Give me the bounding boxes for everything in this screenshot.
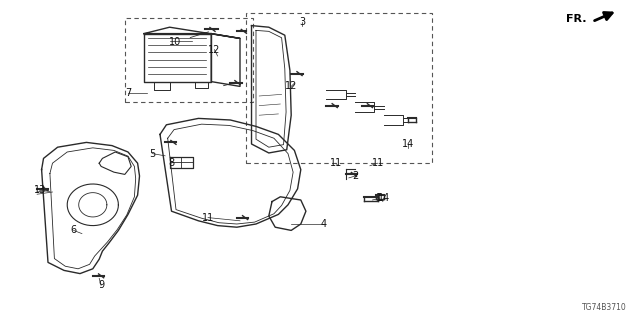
Text: 14: 14 [378, 193, 390, 204]
Text: 12: 12 [285, 81, 298, 92]
Text: 11: 11 [202, 212, 214, 223]
Text: 2: 2 [352, 171, 358, 181]
Text: 1: 1 [376, 193, 382, 204]
Text: 7: 7 [125, 88, 131, 98]
Text: 8: 8 [168, 158, 175, 168]
Text: 14: 14 [402, 139, 415, 149]
Text: 11: 11 [371, 158, 384, 168]
Text: 6: 6 [70, 225, 77, 236]
Text: 13: 13 [33, 185, 46, 196]
Text: FR.: FR. [566, 13, 587, 24]
Bar [246, 13, 432, 163]
Text: TG74B3710: TG74B3710 [582, 303, 627, 312]
Text: 9: 9 [98, 280, 104, 291]
Text: 12: 12 [208, 44, 221, 55]
Text: 5: 5 [149, 148, 156, 159]
Text: 3: 3 [299, 17, 305, 28]
Bar [125, 18, 253, 102]
Text: 11: 11 [330, 158, 342, 168]
Text: 4: 4 [320, 219, 326, 229]
Text: 10: 10 [168, 36, 181, 47]
